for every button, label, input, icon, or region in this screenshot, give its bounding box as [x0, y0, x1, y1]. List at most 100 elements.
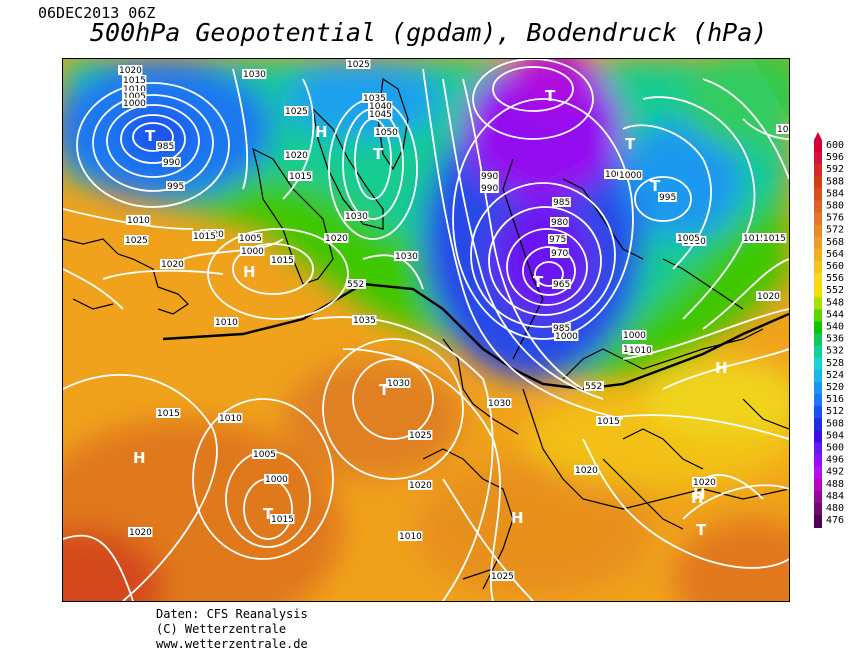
legend-swatch: [814, 248, 822, 262]
footer-copyright: (C) Wetterzentrale: [156, 622, 287, 636]
isobar-label-bg: [374, 127, 399, 137]
legend-tick-label: 552: [826, 285, 844, 296]
isobar-label-bg: [284, 106, 309, 116]
isobar-label: 1020: [757, 292, 780, 302]
isobar-label: 1015: [763, 234, 786, 244]
isobar-label: 1000: [241, 247, 264, 257]
isobar-label-bg: [776, 124, 789, 134]
legend-swatch: [814, 164, 822, 177]
isobar-label-bg: [480, 183, 499, 193]
isobar-label-bg: [156, 408, 181, 418]
legend-bottom-arrow: [814, 527, 822, 536]
isobar-label: 1015: [743, 234, 766, 244]
low-pressure-marker: T: [263, 505, 274, 523]
isobar-label-bg: [550, 248, 569, 258]
isobar-label: 1025: [409, 431, 432, 441]
legend-swatch: [814, 236, 822, 250]
legend-tick-label: 524: [826, 370, 844, 381]
isobar-label-bg: [692, 477, 717, 487]
high-pressure-marker: H: [133, 449, 146, 467]
legend-swatch: [814, 224, 822, 238]
isobar-label-bg: [742, 233, 767, 243]
isobar-label: 990: [163, 158, 180, 168]
low-pressure-marker: T: [379, 381, 390, 399]
isobar-label: 1020: [693, 478, 716, 488]
isobar-label: 1010: [215, 318, 238, 328]
isobar-label-bg: [122, 75, 147, 85]
isobar-label-bg: [240, 246, 265, 256]
isobar-label-bg: [596, 416, 621, 426]
legend-tick-label: 512: [826, 406, 844, 417]
weather-map: 1020 1015 1010 1005 1000 985 990 995 1030 1025 102…: [62, 58, 790, 602]
isobar-label: 1015: [271, 515, 294, 525]
legend-swatch: [814, 357, 822, 371]
isobar-label-bg: [408, 430, 433, 440]
isobar-label-bg: [166, 181, 185, 191]
isobar-label: 1000: [265, 475, 288, 485]
isobar-label: 1020: [575, 466, 598, 476]
isobar-label: 1020: [285, 151, 308, 161]
legend-tick-label: 492: [826, 467, 844, 478]
isobar-label-bg: [122, 98, 147, 108]
legend-swatch: [814, 430, 822, 443]
legend-tick-label: 516: [826, 394, 844, 405]
isobar-label: 990: [481, 172, 498, 182]
isobar-label: 1030: [243, 70, 266, 80]
legend-swatch: [814, 418, 822, 431]
isobars: [63, 59, 789, 601]
isobar-label: 975: [549, 235, 566, 245]
high-pressure-marker: H: [715, 359, 728, 377]
legend-tick-label: 548: [826, 297, 844, 308]
high-pressure-marker: H: [691, 489, 704, 507]
isobar-label: 1010: [127, 216, 150, 226]
isobar-label-bg: [490, 571, 515, 581]
low-pressure-marker: T: [650, 177, 661, 195]
isobar-label: 1030: [488, 399, 511, 409]
isobar-label-bg: [548, 234, 567, 244]
isobar-label: 1000: [619, 171, 642, 181]
high-pressure-marker: H: [511, 509, 524, 527]
isobar-label-bg: [264, 474, 289, 484]
legend-swatch: [814, 309, 822, 322]
isobar-label: 1010: [123, 85, 146, 95]
legend-tick-label: 520: [826, 382, 844, 393]
high-pressure-marker: H: [243, 263, 256, 281]
isobar-label-bg: [618, 170, 643, 180]
isobar-label: 1035: [353, 316, 376, 326]
isobar-label: 1005: [239, 234, 262, 244]
isobar-label: 1025: [491, 572, 514, 582]
isobar-label: 1020: [119, 66, 142, 76]
isobar-label-bg: [324, 233, 349, 243]
legend-tick-label: 496: [826, 455, 844, 466]
isobar-label-bg: [398, 531, 423, 541]
isobar-label: 1010: [219, 414, 242, 424]
low-pressure-marker: T: [625, 135, 636, 153]
isobar-label-bg: [368, 109, 393, 119]
isobar-label-bg: [386, 378, 411, 388]
isobar-label: 1040: [369, 102, 392, 112]
legend-tick-label: 600: [826, 140, 844, 151]
isobar-label-bg: [284, 150, 309, 160]
isobar-label-bg: [270, 255, 295, 265]
contour-label: 552: [347, 280, 364, 290]
legend-swatch: [814, 188, 822, 201]
legend-swatch: [814, 212, 822, 226]
isobar-label: 1045: [369, 110, 392, 120]
isobar-label-bg: [192, 231, 217, 241]
low-pressure-marker: T: [145, 127, 156, 145]
isobar-label-bg: [344, 211, 369, 221]
isobar-label: 1015: [289, 172, 312, 182]
isobar-label: 1010: [399, 532, 422, 542]
isobar-label-bg: [368, 101, 393, 111]
legend-swatch: [814, 285, 822, 298]
legend-tick-label: 480: [826, 503, 844, 514]
legend-swatch: [814, 273, 822, 286]
legend-swatch: [814, 152, 822, 165]
isobar-label-bg: [128, 527, 153, 537]
isobar-label: 1030: [395, 252, 418, 262]
legend-swatch: [814, 478, 822, 492]
legend-tick-label: 476: [826, 515, 844, 526]
isobar-label-bg: [346, 59, 371, 69]
date-label: 06DEC2013 06Z: [38, 4, 156, 22]
isobar-label: 1005: [123, 92, 146, 102]
